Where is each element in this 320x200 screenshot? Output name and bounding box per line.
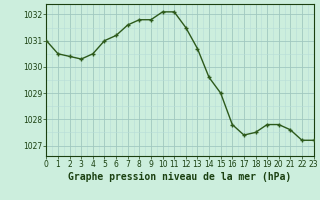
X-axis label: Graphe pression niveau de la mer (hPa): Graphe pression niveau de la mer (hPa) [68,172,292,182]
